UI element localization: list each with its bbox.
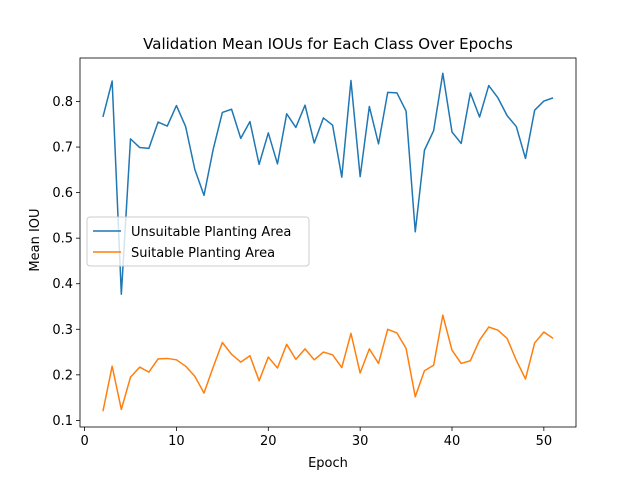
x-tick-label-30: 30 — [352, 434, 369, 449]
x-axis-label: Epoch — [308, 456, 348, 471]
legend-label-1: Unsuitable Planting Area — [131, 225, 291, 240]
series-line-2 — [102, 314, 554, 412]
y-tick-label-0.8: 0.8 — [52, 95, 73, 110]
y-tick-label-0.3: 0.3 — [52, 323, 73, 338]
axes-frame — [79, 57, 577, 428]
y-axis-label: Mean IOU — [28, 208, 43, 271]
y-tick-label-0.6: 0.6 — [52, 186, 73, 201]
x-tick-label-20: 20 — [260, 434, 277, 449]
x-tick-label-50: 50 — [536, 434, 553, 449]
y-tick-label-0.2: 0.2 — [52, 368, 73, 383]
y-tick-label-0.5: 0.5 — [52, 232, 73, 247]
series-line-1 — [102, 72, 554, 295]
x-tick-label-40: 40 — [444, 434, 461, 449]
y-tick-label-0.1: 0.1 — [52, 414, 73, 429]
legend-box — [86, 216, 310, 267]
y-tick-label-0.4: 0.4 — [52, 277, 73, 292]
chart-title: Validation Mean IOUs for Each Class Over… — [143, 35, 513, 53]
x-tick-label-10: 10 — [168, 434, 185, 449]
x-tick-label-0: 0 — [80, 434, 88, 449]
legend-label-2: Suitable Planting Area — [131, 246, 275, 261]
y-tick-label-0.7: 0.7 — [52, 141, 73, 156]
plot-area: 0 10 20 30 40 50 0.1 0.2 0.3 0.4 0.5 0.6 0.7 0.8 Unsui… — [52, 57, 577, 449]
